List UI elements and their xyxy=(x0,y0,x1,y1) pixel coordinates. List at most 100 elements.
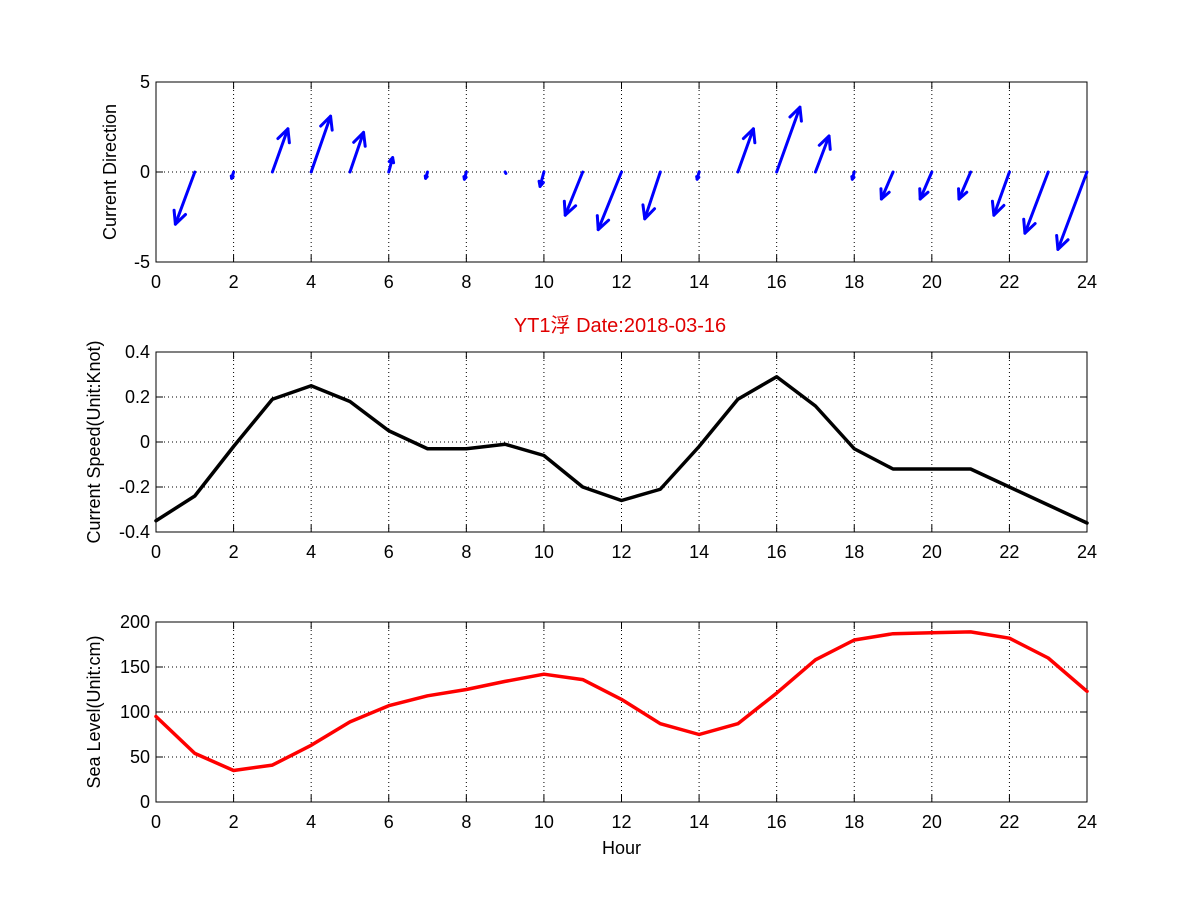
arrow-head xyxy=(537,179,545,188)
x-tick-label: 18 xyxy=(844,812,864,832)
arrow-head xyxy=(595,214,611,232)
y-tick-label: 100 xyxy=(120,702,150,722)
y-tick-label: -0.4 xyxy=(119,522,150,542)
arrow-head xyxy=(788,105,803,123)
y-tick-label: 150 xyxy=(120,657,150,677)
current-arrow xyxy=(423,170,430,180)
arrow-head xyxy=(695,175,701,181)
current-arrow xyxy=(270,127,291,174)
x-tick-label: 22 xyxy=(999,542,1019,562)
arrow-shaft xyxy=(563,170,585,217)
x-tick-label: 2 xyxy=(229,272,239,292)
current-arrow xyxy=(462,170,468,181)
arrow-head xyxy=(741,127,757,145)
arrow-head xyxy=(387,156,396,165)
arrow-head xyxy=(319,114,334,132)
current-arrow xyxy=(595,170,623,232)
current-arrow xyxy=(172,170,197,226)
x-tick-label: 24 xyxy=(1077,542,1097,562)
arrow-head xyxy=(172,208,187,226)
sea-level-line xyxy=(154,630,1089,773)
plot-area xyxy=(156,622,1087,802)
arrow-shaft xyxy=(503,170,508,175)
x-tick-label: 6 xyxy=(384,812,394,832)
x-axis-label: Hour xyxy=(602,838,641,858)
x-tick-label: 2 xyxy=(229,542,239,562)
y-tick-label: 0 xyxy=(140,792,150,812)
x-tick-label: 4 xyxy=(306,812,316,832)
y-tick-label: 5 xyxy=(140,72,150,92)
current-arrow xyxy=(1022,170,1050,235)
x-tick-label: 14 xyxy=(689,542,709,562)
current-arrow xyxy=(736,127,757,174)
speed-line xyxy=(154,375,1089,525)
x-tick-label: 0 xyxy=(151,542,161,562)
y-tick-label: 0 xyxy=(140,162,150,182)
x-tick-label: 10 xyxy=(534,542,554,562)
x-tick-label: 18 xyxy=(844,542,864,562)
arrow-shaft xyxy=(270,127,290,174)
x-tick-label: 12 xyxy=(611,542,631,562)
arrow-head xyxy=(1022,217,1037,235)
arrow-shaft xyxy=(736,127,755,174)
x-tick-label: 8 xyxy=(461,272,471,292)
x-tick-label: 16 xyxy=(767,812,787,832)
current-arrow xyxy=(918,170,934,201)
current-arrow xyxy=(990,170,1011,217)
arrow-shaft xyxy=(596,170,623,232)
arrow-shaft xyxy=(879,170,895,201)
arrow-head xyxy=(462,175,468,181)
arrow-head xyxy=(957,187,969,201)
arrow-head xyxy=(562,199,578,217)
current-arrow xyxy=(229,170,236,180)
current-arrow xyxy=(387,156,396,174)
axes-frame xyxy=(155,351,1088,533)
arrow-shaft xyxy=(918,170,934,201)
arrow-head xyxy=(850,175,856,181)
arrow-head xyxy=(918,187,930,201)
arrow-head xyxy=(990,199,1006,217)
arrow-head xyxy=(423,174,429,180)
x-tick-label: 14 xyxy=(689,812,709,832)
arrow-head xyxy=(817,134,832,151)
x-tick-label: 4 xyxy=(306,542,316,562)
arrow-head xyxy=(641,203,657,221)
chart-title: YT1浮 Date:2018-03-16 xyxy=(514,314,726,337)
x-tick-label: 0 xyxy=(151,272,161,292)
x-tick-label: 6 xyxy=(384,542,394,562)
x-tick-label: 16 xyxy=(767,542,787,562)
y-tick-label: 0.4 xyxy=(125,342,150,362)
x-tick-label: 8 xyxy=(461,812,471,832)
x-tick-label: 6 xyxy=(384,272,394,292)
y-axis-label: Sea Level(Unit:cm) xyxy=(84,635,104,788)
x-tick-label: 20 xyxy=(922,272,942,292)
arrow-shaft xyxy=(309,114,333,174)
arrow-shaft xyxy=(173,170,197,226)
x-tick-label: 12 xyxy=(611,812,631,832)
arrow-shaft xyxy=(957,170,973,201)
x-tick-label: 24 xyxy=(1077,272,1097,292)
y-tick-label: 0 xyxy=(140,432,150,452)
current-arrow xyxy=(775,105,803,174)
current-arrow xyxy=(503,170,508,175)
x-tick-label: 2 xyxy=(229,812,239,832)
x-tick-label: 18 xyxy=(844,272,864,292)
current-arrow xyxy=(879,170,895,201)
y-tick-label: -0.2 xyxy=(119,477,150,497)
x-tick-label: 10 xyxy=(534,272,554,292)
x-tick-label: 22 xyxy=(999,812,1019,832)
arrow-shaft xyxy=(1023,170,1050,235)
arrow-shaft xyxy=(1056,170,1089,251)
x-tick-label: 24 xyxy=(1077,812,1097,832)
y-axis-label: Current Direction xyxy=(100,104,120,240)
x-tick-label: 22 xyxy=(999,272,1019,292)
y-tick-label: 0.2 xyxy=(125,387,150,407)
x-tick-label: 12 xyxy=(611,272,631,292)
x-tick-label: 16 xyxy=(767,272,787,292)
x-tick-label: 10 xyxy=(534,812,554,832)
x-tick-label: 20 xyxy=(922,542,942,562)
